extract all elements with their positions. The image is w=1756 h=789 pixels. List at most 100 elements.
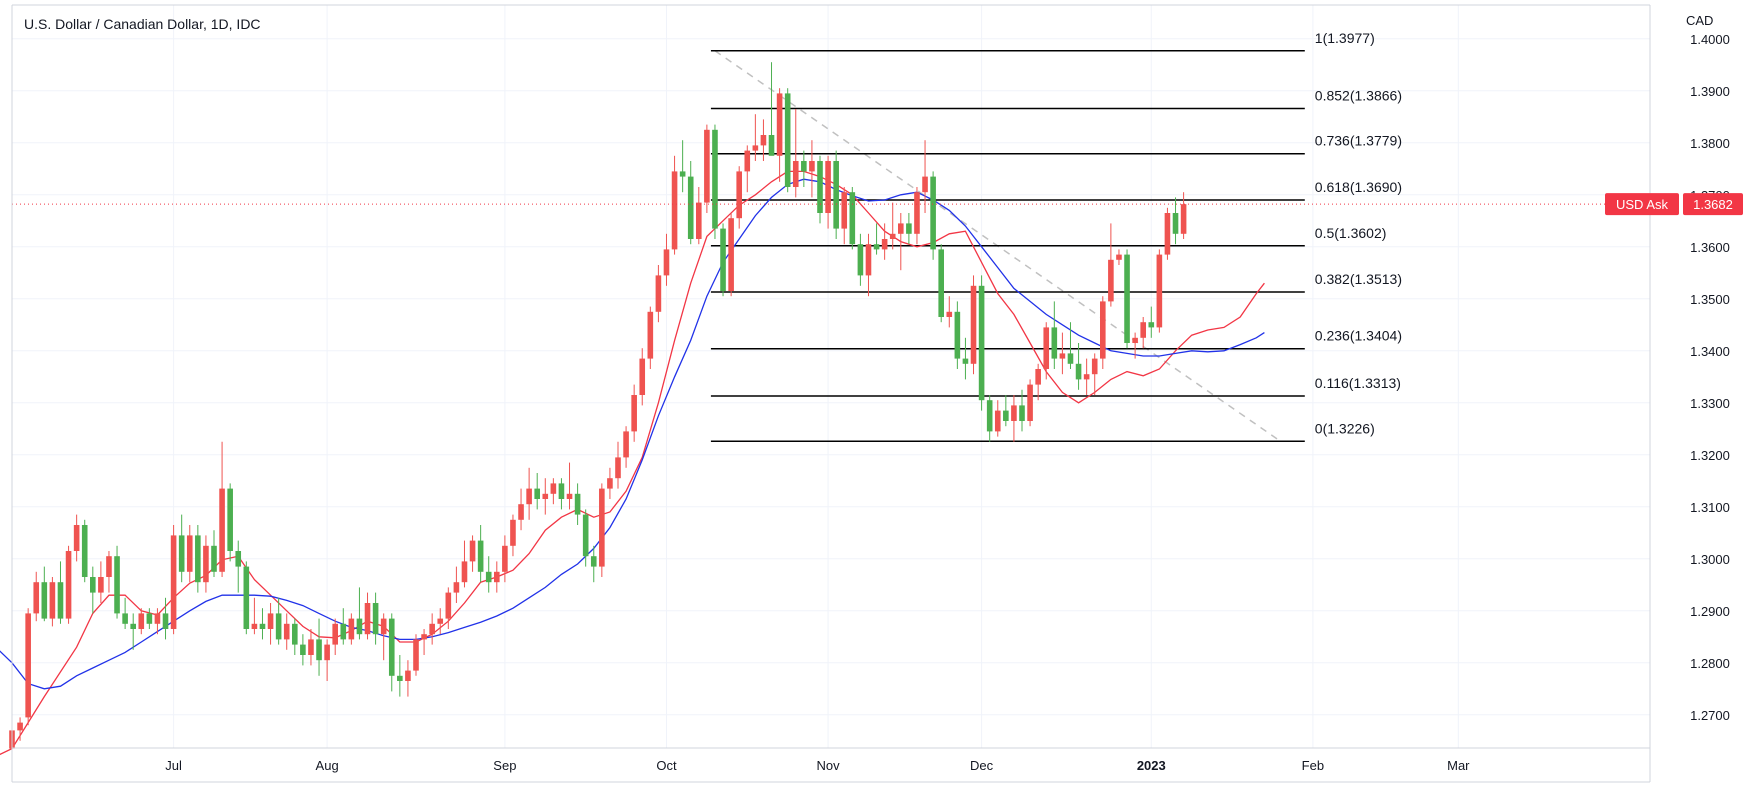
- candle: [122, 597, 128, 629]
- candle-body: [542, 493, 549, 499]
- candle: [178, 514, 185, 583]
- candle-body: [219, 488, 225, 572]
- candle-body: [1043, 327, 1050, 369]
- candle: [1124, 249, 1130, 349]
- y-tick-label: 1.2700: [1690, 708, 1730, 723]
- candle-body: [744, 150, 751, 172]
- candle-body: [720, 228, 726, 291]
- candle-body: [332, 623, 338, 645]
- candle-body: [25, 613, 31, 718]
- candle: [1116, 249, 1122, 265]
- candle: [502, 535, 508, 583]
- candle: [1140, 317, 1146, 349]
- candle: [898, 213, 904, 271]
- candle: [1003, 395, 1009, 427]
- candle-body: [986, 400, 993, 432]
- y-tick-label: 1.3900: [1690, 84, 1730, 99]
- candle-body: [17, 722, 23, 731]
- candle-body: [1148, 322, 1155, 328]
- candle-body: [881, 239, 888, 250]
- candle: [574, 483, 581, 525]
- time-axis[interactable]: Jul Aug Sep Oct Nov Dec 2023 Feb Mar: [165, 758, 1470, 773]
- candle-body: [558, 483, 565, 499]
- price-axis[interactable]: 1.2700 1.2800 1.2900 1.3000 1.3100 1.3200 1.33…: [1690, 32, 1730, 723]
- x-tick-label: 2023: [1137, 758, 1166, 773]
- candle: [41, 566, 48, 622]
- candle: [1027, 379, 1033, 427]
- candle-body: [380, 618, 387, 635]
- y-tick-label: 1.4000: [1690, 32, 1730, 47]
- candle: [768, 62, 775, 156]
- candles: [9, 62, 1187, 757]
- candle: [679, 140, 686, 193]
- candle: [98, 561, 104, 603]
- candle: [970, 275, 977, 375]
- x-tick-label: Oct: [656, 758, 677, 773]
- candle-body: [146, 613, 153, 624]
- candle-body: [1108, 259, 1114, 302]
- price-tag-value: 1.3682: [1693, 197, 1733, 212]
- candle-body: [760, 135, 767, 146]
- candle-body: [154, 613, 161, 624]
- candle-body: [235, 551, 242, 567]
- candle-body: [930, 176, 936, 250]
- candle-body: [356, 618, 363, 635]
- candle: [146, 608, 153, 629]
- axis-currency-label: CAD: [1686, 13, 1713, 28]
- fib-level-label: 0.736(1.3779): [1315, 133, 1402, 149]
- candle: [873, 223, 880, 255]
- candle-body: [898, 223, 904, 234]
- x-tick-label: Dec: [970, 758, 994, 773]
- candle-body: [687, 176, 694, 239]
- candle-body: [106, 556, 112, 577]
- moving-average-fast: [0, 170, 1265, 756]
- candle-body: [65, 551, 72, 619]
- candle: [784, 88, 791, 193]
- candle: [1059, 332, 1066, 375]
- candle: [534, 473, 540, 510]
- candle-body: [413, 639, 419, 671]
- y-tick-label: 1.3300: [1690, 396, 1730, 411]
- candle: [752, 114, 759, 161]
- candle-body: [186, 535, 193, 572]
- grid: [12, 5, 1650, 748]
- candle: [348, 613, 355, 645]
- candle-body: [728, 218, 734, 291]
- candle-body: [1124, 254, 1130, 343]
- candle-body: [534, 488, 540, 499]
- moving-average-slow: [0, 178, 1265, 690]
- y-tick-label: 1.3200: [1690, 448, 1730, 463]
- candle: [1035, 363, 1041, 401]
- candle: [292, 618, 298, 655]
- candle: [81, 519, 88, 583]
- candle-body: [1019, 405, 1025, 421]
- candle: [219, 441, 225, 577]
- candle: [623, 426, 629, 468]
- candle: [841, 187, 848, 245]
- candle: [704, 124, 710, 213]
- fibonacci-retracement[interactable]: 1(1.3977) 0.852(1.3866) 0.736(1.3779) 0.618…: [710, 30, 1402, 443]
- candle: [1164, 207, 1171, 260]
- candle-body: [243, 566, 250, 629]
- candle: [615, 441, 621, 489]
- candle: [453, 566, 460, 603]
- candle-body: [453, 582, 460, 593]
- candle-body: [938, 249, 944, 317]
- fib-level-label: 0.236(1.3404): [1315, 328, 1402, 344]
- candle: [388, 613, 395, 692]
- candle-body: [1075, 363, 1082, 380]
- y-tick-label: 1.3100: [1690, 500, 1730, 515]
- candle: [445, 587, 452, 629]
- candle-body: [170, 535, 177, 629]
- candle-body: [421, 634, 427, 640]
- candle: [550, 478, 557, 505]
- candle-body: [817, 161, 823, 213]
- candle: [889, 202, 896, 250]
- candle: [413, 634, 419, 676]
- candle-body: [267, 613, 274, 629]
- candle-body: [906, 223, 912, 234]
- candle: [663, 233, 670, 286]
- candle-body: [469, 540, 476, 562]
- x-tick-label: Aug: [316, 758, 339, 773]
